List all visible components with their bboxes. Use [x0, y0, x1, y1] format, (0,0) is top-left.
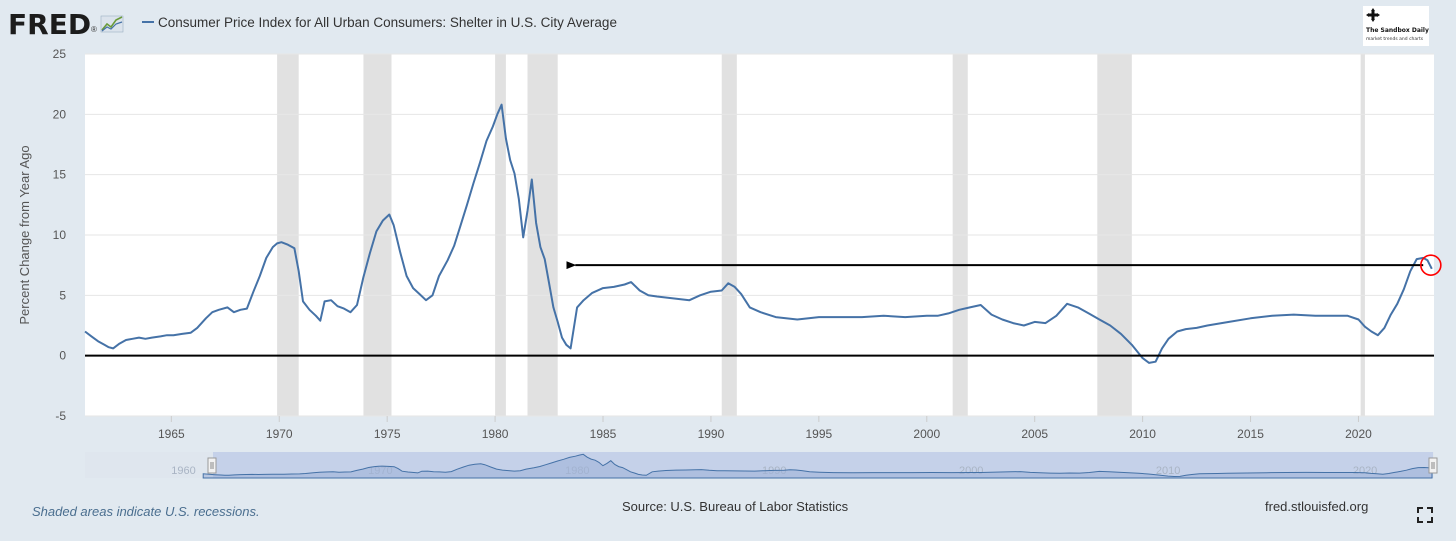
series-title: Consumer Price Index for All Urban Consu…	[158, 15, 617, 30]
legend: Consumer Price Index for All Urban Consu…	[142, 15, 617, 30]
series-line	[84, 103, 1433, 364]
x-tick-label: 2010	[1129, 427, 1156, 441]
y-tick-label: 0	[59, 349, 66, 363]
fred-logo[interactable]: FRED ®	[8, 8, 124, 41]
x-tick-label: 1965	[158, 427, 185, 441]
navigator-left-handle[interactable]	[207, 457, 217, 474]
y-tick-label: -5	[55, 409, 66, 423]
x-tick-label: 1995	[806, 427, 833, 441]
svg-text:®: ®	[91, 25, 97, 34]
y-tick-label: 5	[59, 288, 66, 302]
watermark-subtitle: market trends and charts	[1366, 37, 1424, 42]
x-tick-label: 1970	[266, 427, 293, 441]
y-tick-label: 25	[53, 47, 67, 61]
y-tick-label: 10	[53, 228, 67, 242]
grid-lines	[85, 53, 1434, 417]
four-arrows-icon	[1366, 8, 1380, 22]
sandbox-daily-watermark: The Sandbox Daily market trends and char…	[1363, 6, 1429, 46]
x-tick-label: 2015	[1237, 427, 1264, 441]
x-tick-label: 1985	[590, 427, 617, 441]
fred-logo-graph-icon	[100, 15, 124, 33]
source-note[interactable]: Source: U.S. Bureau of Labor Statistics	[622, 499, 849, 514]
navigator-series-area	[202, 453, 1433, 479]
y-axis-label: Percent Change from Year Ago	[17, 145, 32, 324]
navigator-tick-label: 1960	[171, 465, 195, 477]
x-tick-label: 2000	[913, 427, 940, 441]
fullscreen-icon[interactable]	[1417, 507, 1433, 523]
navigator-right-handle[interactable]	[1428, 457, 1438, 474]
annotation-circle	[1420, 254, 1442, 276]
x-tick-label: 1980	[482, 427, 509, 441]
x-tick-label: 1975	[374, 427, 401, 441]
series-lines	[84, 103, 1433, 364]
watermark-title: The Sandbox Daily	[1366, 27, 1429, 34]
y-tick-label: 15	[53, 168, 67, 182]
x-axis-ticks: 1965 1970 1975 1980 1985 1990 1995 2000 2005 2010…	[158, 416, 1372, 441]
x-tick-label: 1990	[698, 427, 725, 441]
y-tick-label: 20	[53, 107, 67, 121]
y-axis-ticks: -5 0 5 10 15 20 25	[53, 47, 67, 423]
fred-url-link[interactable]: fred.stlouisfed.org	[1265, 499, 1369, 514]
navigator-series	[202, 453, 1433, 479]
range-navigator[interactable]: 1960197019801990200020102020	[85, 452, 1438, 479]
recession-note: Shaded areas indicate U.S. recessions.	[32, 504, 260, 519]
annotations	[85, 254, 1442, 357]
svg-text:FRED: FRED	[8, 8, 91, 41]
x-tick-label: 2020	[1345, 427, 1372, 441]
navigator-tick-label: 2010	[1156, 465, 1180, 477]
x-tick-label: 2005	[1021, 427, 1048, 441]
